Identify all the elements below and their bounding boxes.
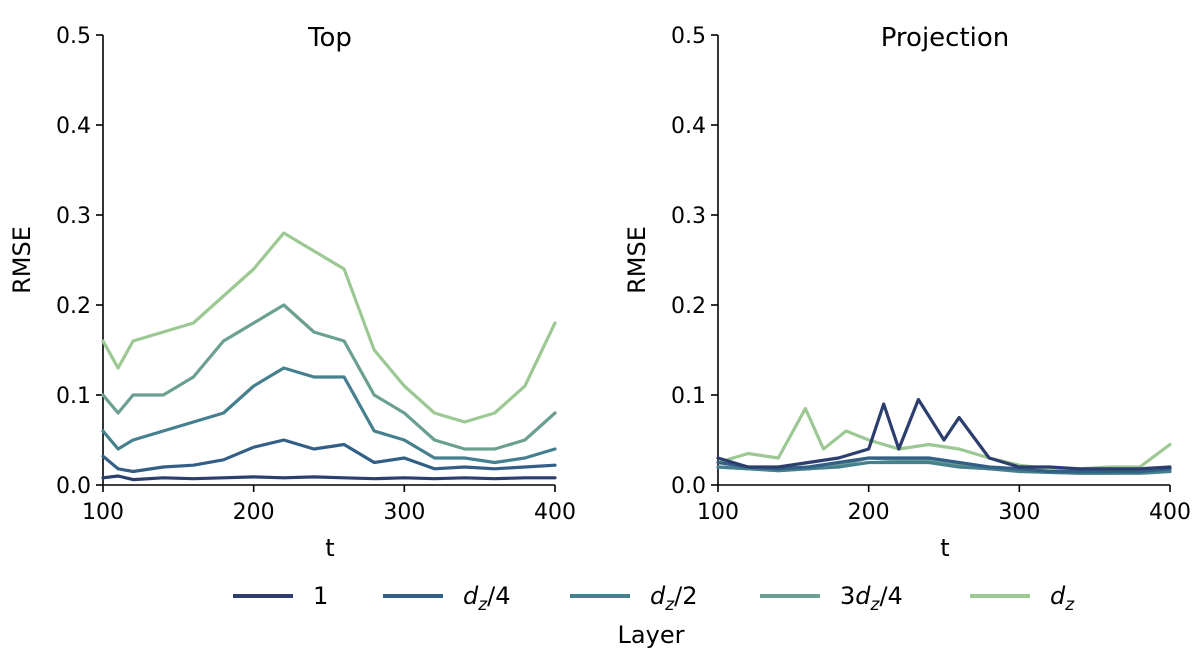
- legend-label: dz: [1050, 582, 1075, 615]
- panel-top: Top RMSE t 0.0 0.1 0.2 0.3 0.4 0.5 100 200 300 40…: [8, 23, 576, 562]
- series-line-d-z-2: [101, 366, 557, 465]
- x-tick-label: 100: [82, 500, 124, 525]
- series-line-1: [101, 474, 557, 482]
- x-axis-label-top: t: [325, 534, 334, 562]
- y-tick-label: 0.1: [671, 384, 706, 409]
- series-line-1: [716, 397, 1172, 471]
- legend-label: 1: [313, 582, 328, 610]
- y-axis-label-projection: RMSE: [623, 226, 651, 294]
- x-tick-label: 300: [383, 500, 425, 525]
- y-tick-label: 0.4: [56, 114, 91, 139]
- x-tick-label: 200: [848, 500, 890, 525]
- y-axis-label-top: RMSE: [8, 226, 36, 294]
- legend-title: Layer: [618, 621, 685, 649]
- x-tick-label: 400: [1149, 500, 1191, 525]
- x-tick-label: 100: [697, 500, 739, 525]
- panel-title-top: Top: [307, 23, 352, 53]
- panel-projection: Projection RMSE t 0.0 0.1 0.2 0.3 0.4 0.5 100 2…: [623, 23, 1191, 562]
- series-line-d-z-4: [101, 438, 557, 474]
- y-tick-label: 0.1: [56, 384, 91, 409]
- panel-title-projection: Projection: [881, 23, 1010, 53]
- x-tick-label: 200: [233, 500, 275, 525]
- x-axis-label-projection: t: [940, 534, 949, 562]
- series-line-3d-z-4: [101, 303, 557, 451]
- y-tick-label: 0.0: [56, 474, 91, 499]
- y-tick-label: 0.4: [671, 114, 706, 139]
- x-tick-label: 300: [998, 500, 1040, 525]
- series-line-d-z-2: [716, 460, 1172, 475]
- x-tick-label: 400: [534, 500, 576, 525]
- legend-label: 3dz/4: [840, 582, 903, 615]
- y-tick-label: 0.2: [671, 294, 706, 319]
- legend: Layer 1 dz/4 dz/2 3dz/4 dz: [233, 582, 1075, 649]
- y-tick-label: 0.5: [56, 24, 91, 49]
- y-tick-label: 0.2: [56, 294, 91, 319]
- legend-label: dz/4: [463, 582, 511, 615]
- series-line-d-z: [101, 231, 557, 424]
- y-tick-label: 0.3: [671, 204, 706, 229]
- y-tick-label: 0.0: [671, 474, 706, 499]
- y-tick-label: 0.3: [56, 204, 91, 229]
- y-tick-label: 0.5: [671, 24, 706, 49]
- legend-label: dz/2: [650, 582, 698, 615]
- series-line-d-z-4: [716, 456, 1172, 474]
